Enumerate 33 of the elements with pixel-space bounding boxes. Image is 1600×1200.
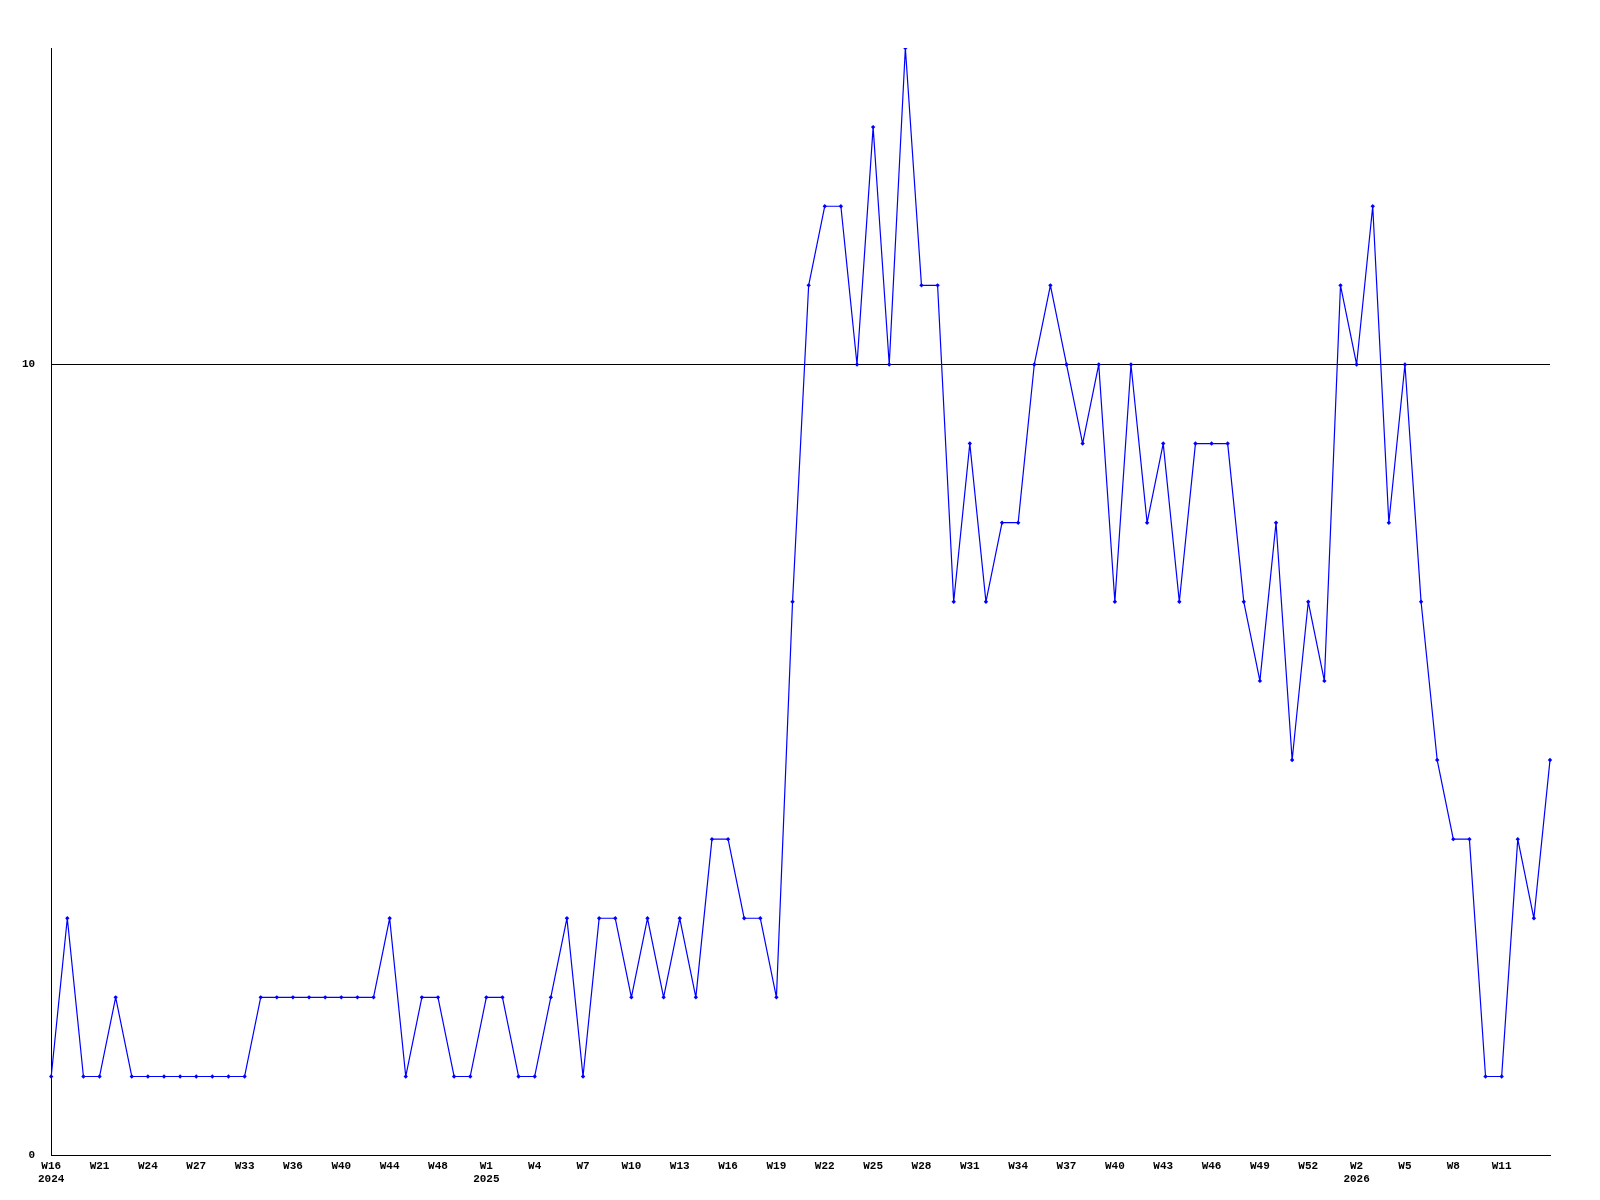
x-tick-label: W40 xyxy=(331,1159,352,1172)
x-tick-label: W22 xyxy=(814,1159,835,1172)
x-tick-label: W11 xyxy=(1491,1159,1512,1172)
x-tick-label: W37 xyxy=(1056,1159,1077,1172)
x-tick-label: W27 xyxy=(186,1159,207,1172)
x-tick-label: W34 xyxy=(1008,1159,1029,1172)
x-tick-label: W44 xyxy=(379,1159,400,1172)
x-tick-label: W36 xyxy=(283,1159,303,1172)
x-tick-label: W5 xyxy=(1398,1159,1412,1172)
x-tick-label: W33 xyxy=(234,1159,255,1172)
x-tick-label: W28 xyxy=(911,1159,932,1172)
y-tick-label: 10 xyxy=(22,358,36,371)
x-tick-label: W16 xyxy=(718,1159,738,1172)
x-tick-label: W46 xyxy=(1201,1159,1222,1172)
x-tick-label: W4 xyxy=(528,1159,542,1172)
x-tick-label: W52 xyxy=(1298,1159,1319,1172)
x-tick-label: W7 xyxy=(576,1159,590,1172)
x-tick-label: W2 2026 xyxy=(1343,1159,1370,1186)
x-tick-label: W13 xyxy=(669,1159,691,1172)
x-tick-label: W40 xyxy=(1104,1159,1125,1172)
y-tick-label: 0 xyxy=(28,1149,36,1162)
x-tick-label: W49 xyxy=(1250,1159,1270,1172)
x-tick-label: W25 xyxy=(863,1159,884,1172)
x-tick-label: W31 xyxy=(959,1159,981,1172)
x-tick-label: W1 2025 xyxy=(473,1159,500,1186)
x-tick-label: W8 xyxy=(1446,1159,1461,1172)
x-tick-label: W19 xyxy=(766,1159,787,1172)
x-tick-label: W10 xyxy=(621,1159,642,1172)
x-tick-label: W16 2024 xyxy=(38,1159,65,1186)
x-tick-label: W21 xyxy=(89,1159,110,1172)
x-tick-label: W48 xyxy=(428,1159,449,1172)
x-tick-label: W43 xyxy=(1153,1159,1174,1172)
x-tick-label: W24 xyxy=(137,1159,159,1172)
